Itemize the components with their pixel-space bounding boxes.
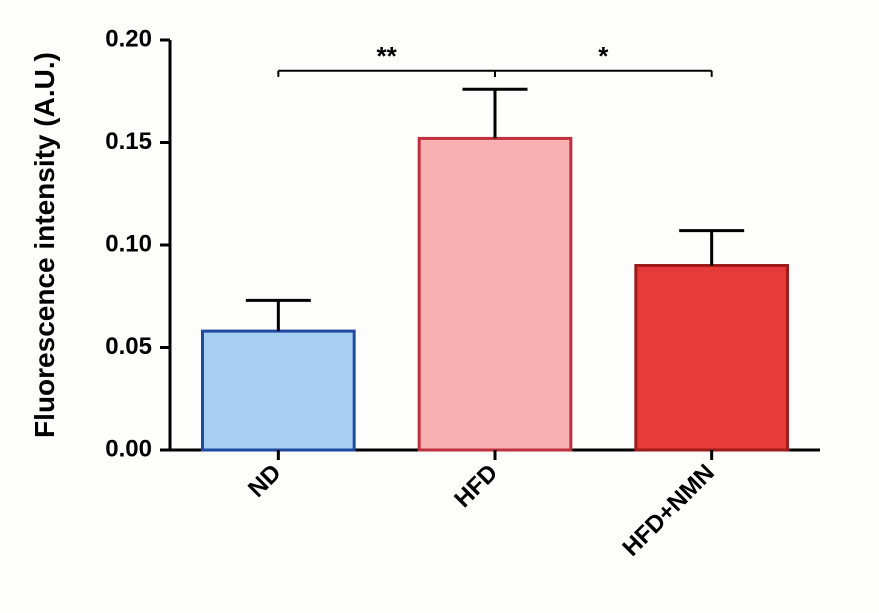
x-tick-label: HFD+NMN [617,459,720,562]
chart-container: Fluorescence intensity (A.U.) 0.00 0.05 0.… [0,0,879,613]
x-tick-label: ND [243,459,287,503]
y-tick-label: 0.05 [105,333,152,360]
x-tick-label: HFD [449,459,503,513]
y-tick-label: 0.20 [105,25,152,52]
y-tick-label: 0.00 [105,435,152,462]
bar [419,138,571,450]
signif-label: ** [377,41,398,71]
y-axis-label: Fluorescence intensity (A.U.) [29,52,61,438]
y-tick-label: 0.10 [105,230,152,257]
bar-chart: 0.000.050.100.150.20NDHFDHFD+NMN*** [0,0,879,613]
signif-label: * [598,41,609,71]
bar [636,266,788,451]
bar [203,331,355,450]
y-tick-label: 0.15 [105,128,152,155]
